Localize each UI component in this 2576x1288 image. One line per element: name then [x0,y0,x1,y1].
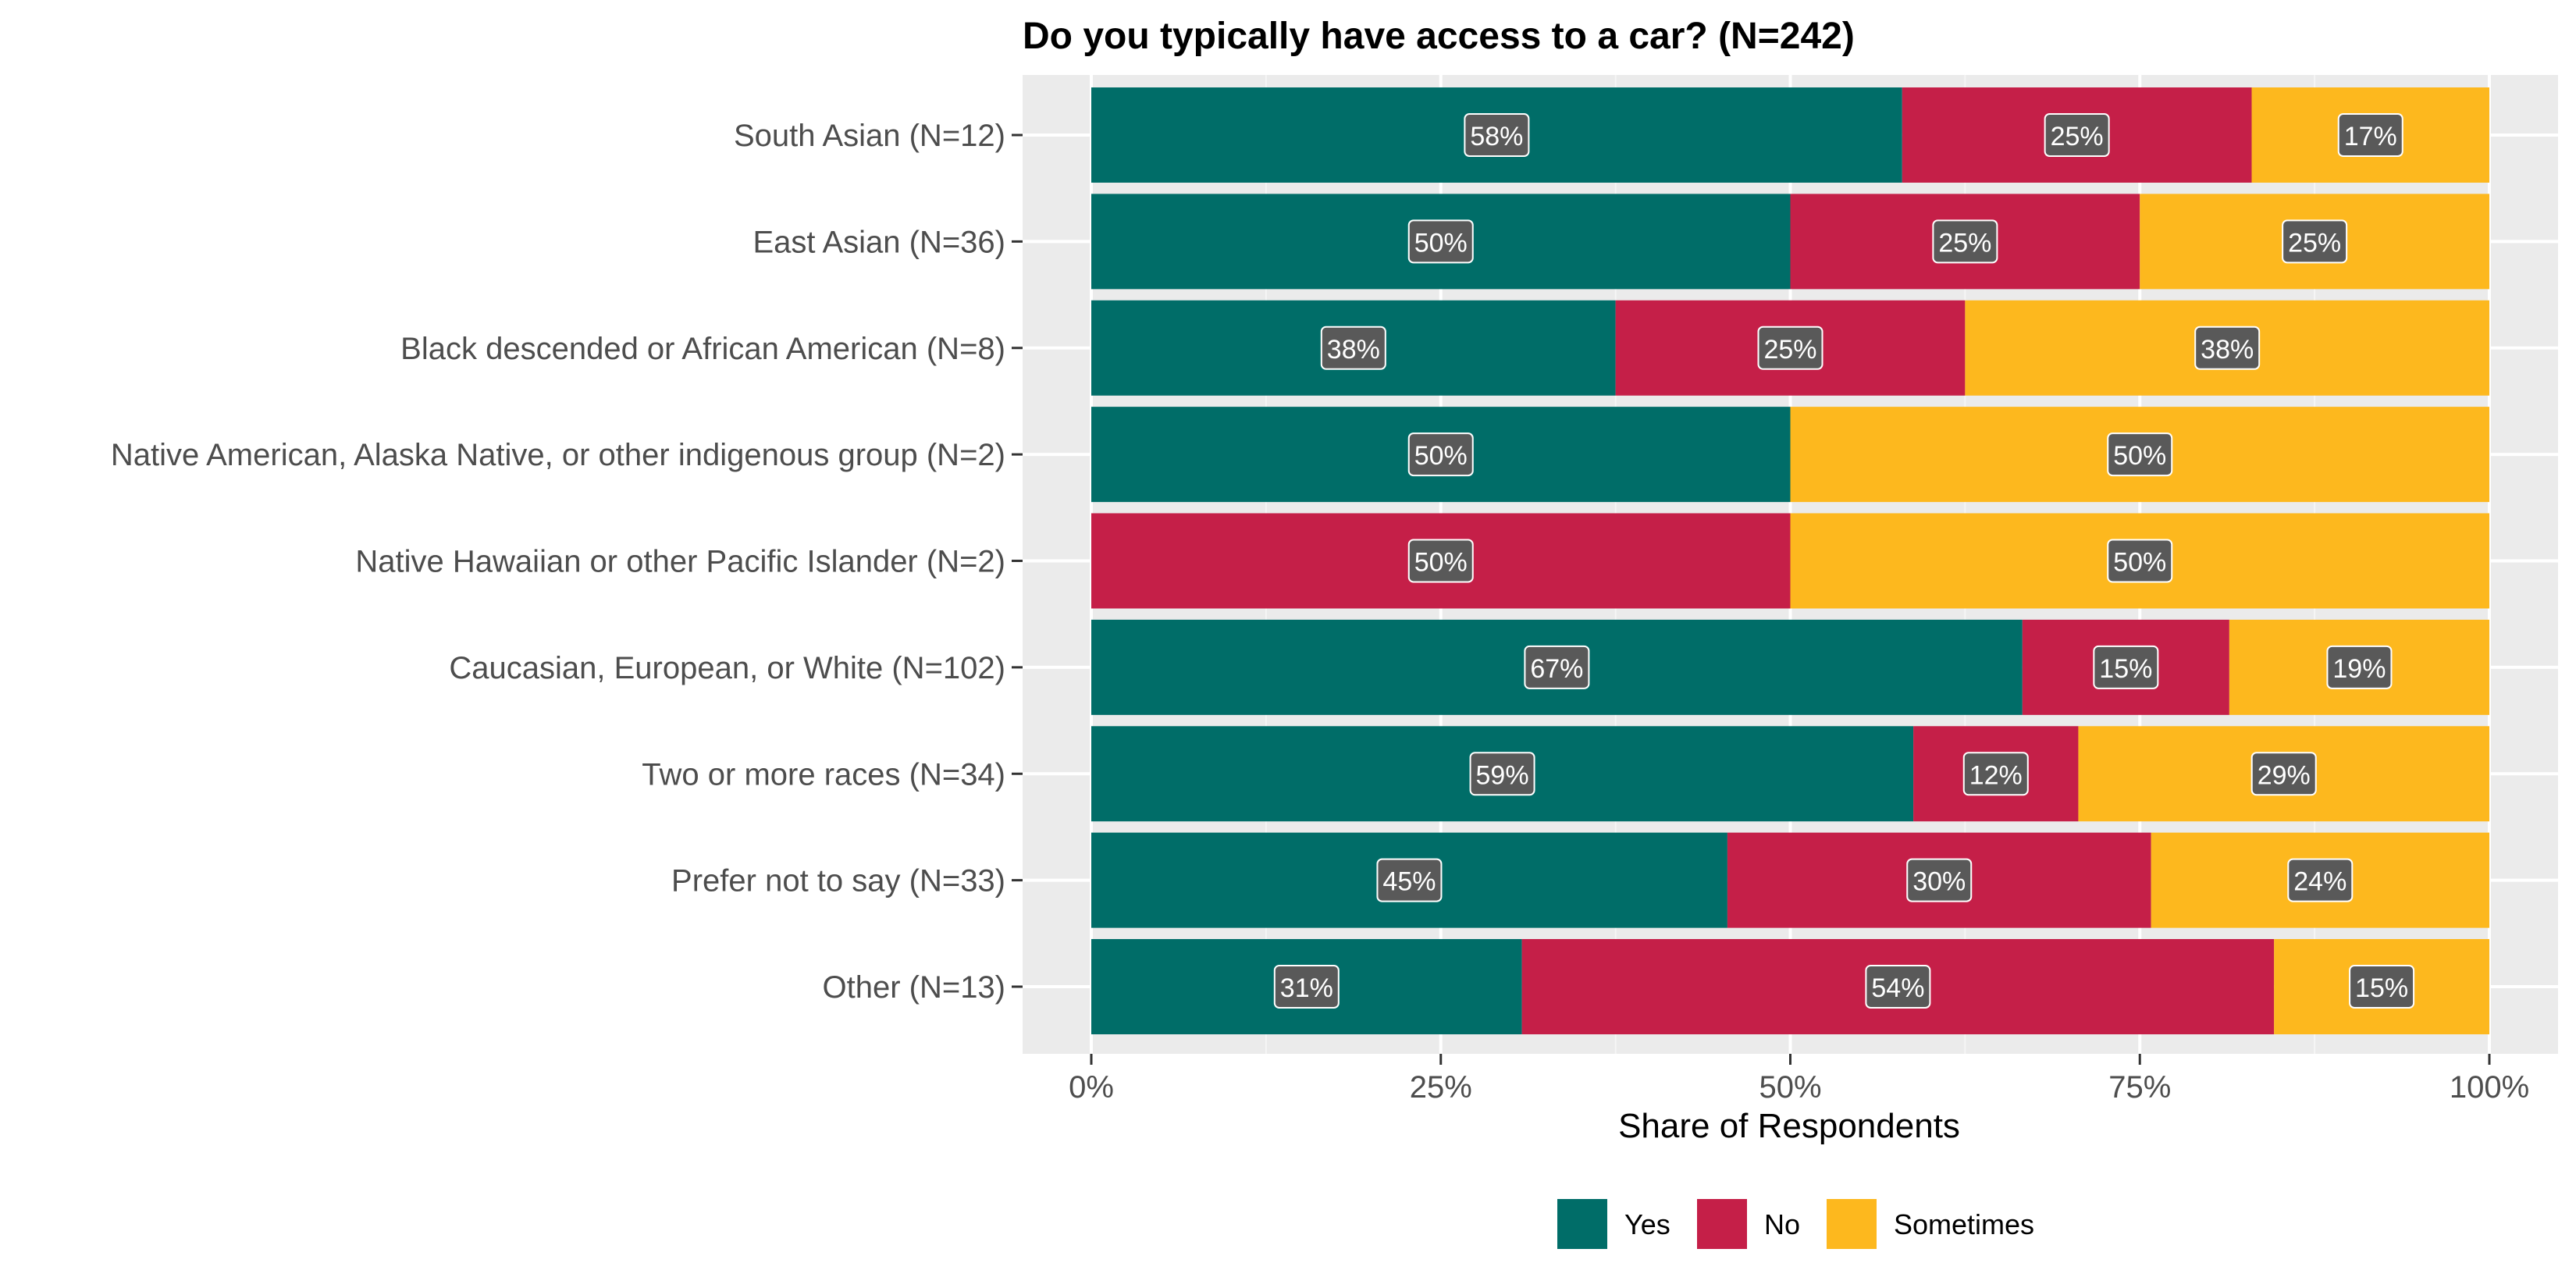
x-tick-label-3: 75% [2108,1070,2171,1105]
category-label-0: South Asian (N=12) [734,119,1005,153]
data-label-box [1469,752,1535,796]
data-label-no-6: 12% [1969,760,2023,790]
data-label-sometimes-7: 24% [2293,867,2347,897]
data-label-box [1407,432,1474,477]
category-label-4: Native Hawaiian or other Pacific Islande… [355,545,1005,579]
legend: Yes No Sometimes [1557,1199,2034,1249]
x-tick-label-4: 100% [2450,1070,2529,1105]
legend-key-yes [1557,1199,1607,1249]
bars-layer [1091,87,2489,1034]
data-label-no-4: 50% [1414,548,1468,578]
category-label-6: Two or more races (N=34) [642,757,1005,792]
x-tick-label-0: 0% [1069,1070,1114,1105]
data-label-sometimes-0: 17% [2344,122,2397,151]
data-label-no-7: 30% [1912,867,1966,897]
legend-key-no [1697,1199,1747,1249]
data-label-no-2: 25% [1763,335,1816,365]
data-label-box [2282,219,2348,264]
legend-label-yes: Yes [1624,1208,1670,1240]
legend-label-no: No [1764,1208,1800,1240]
data-label-box [2326,645,2393,689]
data-label-sometimes-6: 29% [2258,760,2311,790]
data-label-box [2044,113,2110,157]
data-label-box [1932,219,1998,264]
data-label-box [2107,539,2173,583]
data-label-box [2349,965,2415,1009]
data-label-yes-3: 50% [1414,441,1468,471]
chart-title: Do you typically have access to a car? (… [1023,16,1855,57]
data-label-box [1407,219,1474,264]
data-label-box [1524,645,1590,689]
data-label-sometimes-1: 25% [2288,228,2341,258]
legend-label-sometimes: Sometimes [1894,1208,2034,1240]
category-label-8: Other (N=13) [822,970,1005,1005]
x-tick-label-1: 25% [1410,1070,1472,1105]
data-label-box [1273,965,1340,1009]
data-label-yes-5: 67% [1530,654,1583,684]
category-label-5: Caucasian, European, or White (N=102) [449,651,1005,685]
data-label-box [1962,752,2029,796]
data-label-yes-1: 50% [1414,228,1468,258]
data-label-no-5: 15% [2099,654,2152,684]
data-label-box [1320,326,1386,370]
data-label-box [2337,113,2403,157]
data-label-yes-0: 58% [1470,122,1523,151]
data-label-no-1: 25% [1938,228,1991,258]
data-label-box [1407,539,1474,583]
data-label-yes-7: 45% [1382,867,1436,897]
y-axis: South Asian (N=12) East Asian (N=36) Black… [111,119,1023,1005]
x-tick-label-2: 50% [1759,1070,1821,1105]
data-label-sometimes-4: 50% [2113,548,2166,578]
x-axis-title: Share of Respondents [1618,1107,1960,1145]
category-label-2: Black descended or African American (N=8… [400,332,1005,366]
data-label-yes-6: 59% [1476,760,1529,790]
data-label-box [2250,752,2317,796]
data-label-sometimes-5: 19% [2332,654,2386,684]
data-label-box [1906,858,1973,902]
data-label-box [1376,858,1443,902]
data-label-box [2287,858,2354,902]
data-label-box [1757,326,1823,370]
data-label-yes-2: 38% [1327,335,1380,365]
category-label-7: Prefer not to say (N=33) [671,864,1005,898]
category-label-1: East Asian (N=36) [753,225,1006,259]
data-label-sometimes-8: 15% [2355,973,2408,1003]
data-labels-layer: 58% 25% 17% 50% 25% 25% 38% 25% 38% 50% 50% 50% 50% 6… [1273,113,2415,1009]
data-label-box [2107,432,2173,477]
category-label-3: Native American, Alaska Native, or other… [111,438,1005,472]
data-label-box [1865,965,1931,1009]
data-label-box [1464,113,1530,157]
data-label-yes-8: 31% [1280,973,1333,1003]
data-label-sometimes-2: 38% [2201,335,2254,365]
legend-key-sometimes [1827,1199,1877,1249]
data-label-no-8: 54% [1871,973,1924,1003]
x-axis: 0% 25% 50% 75% 100% [1069,1054,2529,1105]
data-label-sometimes-3: 50% [2113,441,2166,471]
data-label-no-0: 25% [2051,122,2104,151]
data-label-box [2194,326,2261,370]
data-label-box [2093,645,2159,689]
